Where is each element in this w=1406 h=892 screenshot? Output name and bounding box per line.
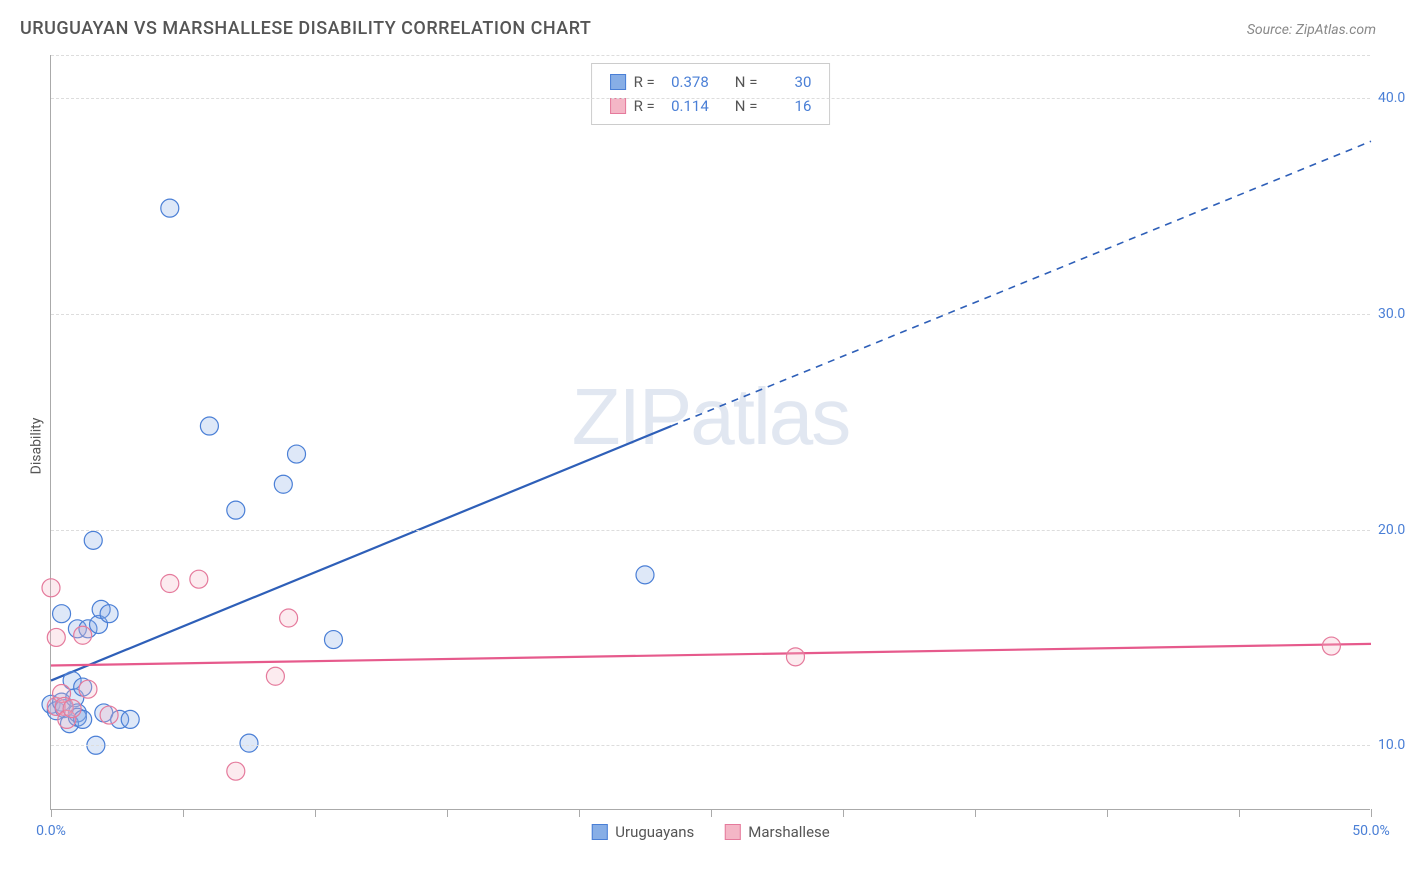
- x-tick-label: 0.0%: [36, 823, 66, 839]
- legend-swatch-icon: [610, 98, 626, 114]
- legend-swatch-icon: [724, 824, 740, 840]
- scatter-point-marshallese: [47, 628, 65, 646]
- scatter-point-marshallese: [1322, 637, 1340, 655]
- x-tick: [711, 809, 712, 817]
- trend-line-marshallese: [51, 644, 1371, 666]
- r-value: 0.114: [663, 97, 709, 115]
- scatter-point-marshallese: [786, 648, 804, 666]
- x-tick: [51, 809, 52, 817]
- trend-line-uruguayans: [51, 426, 671, 681]
- scatter-point-marshallese: [63, 700, 81, 718]
- scatter-point-uruguayans: [288, 445, 306, 463]
- scatter-point-marshallese: [190, 570, 208, 588]
- scatter-point-marshallese: [42, 579, 60, 597]
- r-value: 0.378: [663, 73, 709, 91]
- scatter-point-marshallese: [280, 609, 298, 627]
- scatter-point-uruguayans: [636, 566, 654, 584]
- scatter-point-uruguayans: [240, 734, 258, 752]
- scatter-point-uruguayans: [161, 199, 179, 217]
- source-attribution: Source: ZipAtlas.com: [1247, 22, 1376, 38]
- x-tick-label: 50.0%: [1352, 823, 1390, 839]
- n-value: 16: [765, 97, 811, 115]
- x-tick: [315, 809, 316, 817]
- n-label: N =: [735, 97, 758, 115]
- correlation-legend: R = 0.378 N = 30 R = 0.114 N = 16: [591, 63, 831, 125]
- y-tick-label: 10.0%: [1378, 737, 1406, 753]
- scatter-point-marshallese: [227, 762, 245, 780]
- scatter-point-marshallese: [100, 706, 118, 724]
- scatter-point-uruguayans: [100, 605, 118, 623]
- scatter-point-uruguayans: [84, 531, 102, 549]
- x-tick: [183, 809, 184, 817]
- scatter-point-marshallese: [79, 680, 97, 698]
- scatter-point-uruguayans: [227, 501, 245, 519]
- gridline-h: [51, 530, 1370, 531]
- scatter-point-uruguayans: [274, 475, 292, 493]
- scatter-point-uruguayans: [200, 417, 218, 435]
- y-axis-label: Disability: [28, 418, 44, 475]
- chart-title: URUGUAYAN VS MARSHALLESE DISABILITY CORR…: [20, 18, 591, 39]
- chart-container: URUGUAYAN VS MARSHALLESE DISABILITY CORR…: [0, 0, 1406, 892]
- x-tick: [1371, 809, 1372, 817]
- scatter-point-uruguayans: [121, 710, 139, 728]
- chart-svg: [51, 55, 1370, 809]
- x-tick: [579, 809, 580, 817]
- r-label: R =: [634, 73, 655, 91]
- scatter-point-marshallese: [74, 626, 92, 644]
- x-tick: [1107, 809, 1108, 817]
- r-label: R =: [634, 97, 655, 115]
- scatter-point-marshallese: [161, 575, 179, 593]
- series-legend: Uruguayans Marshallese: [591, 823, 829, 841]
- scatter-point-marshallese: [266, 667, 284, 685]
- y-tick-label: 40.0%: [1378, 90, 1406, 106]
- legend-item-marshallese: Marshallese: [724, 823, 829, 841]
- y-tick-label: 30.0%: [1378, 306, 1406, 322]
- legend-row-uruguayans: R = 0.378 N = 30: [610, 70, 812, 94]
- legend-swatch-icon: [591, 824, 607, 840]
- n-value: 30: [765, 73, 811, 91]
- legend-swatch-icon: [610, 74, 626, 90]
- scatter-point-uruguayans: [324, 631, 342, 649]
- gridline-h: [51, 98, 1370, 99]
- gridline-h: [51, 745, 1370, 746]
- scatter-point-uruguayans: [53, 605, 71, 623]
- legend-item-uruguayans: Uruguayans: [591, 823, 694, 841]
- legend-label: Uruguayans: [615, 823, 694, 841]
- legend-label: Marshallese: [748, 823, 829, 841]
- plot-area: ZIPatlas R = 0.378 N = 30 R = 0.114 N = …: [50, 55, 1370, 810]
- gridline-h: [51, 314, 1370, 315]
- trend-line-dash-uruguayans: [671, 141, 1371, 426]
- x-tick: [975, 809, 976, 817]
- x-tick: [1239, 809, 1240, 817]
- x-tick: [447, 809, 448, 817]
- x-tick: [843, 809, 844, 817]
- n-label: N =: [735, 73, 758, 91]
- y-tick-label: 20.0%: [1378, 522, 1406, 538]
